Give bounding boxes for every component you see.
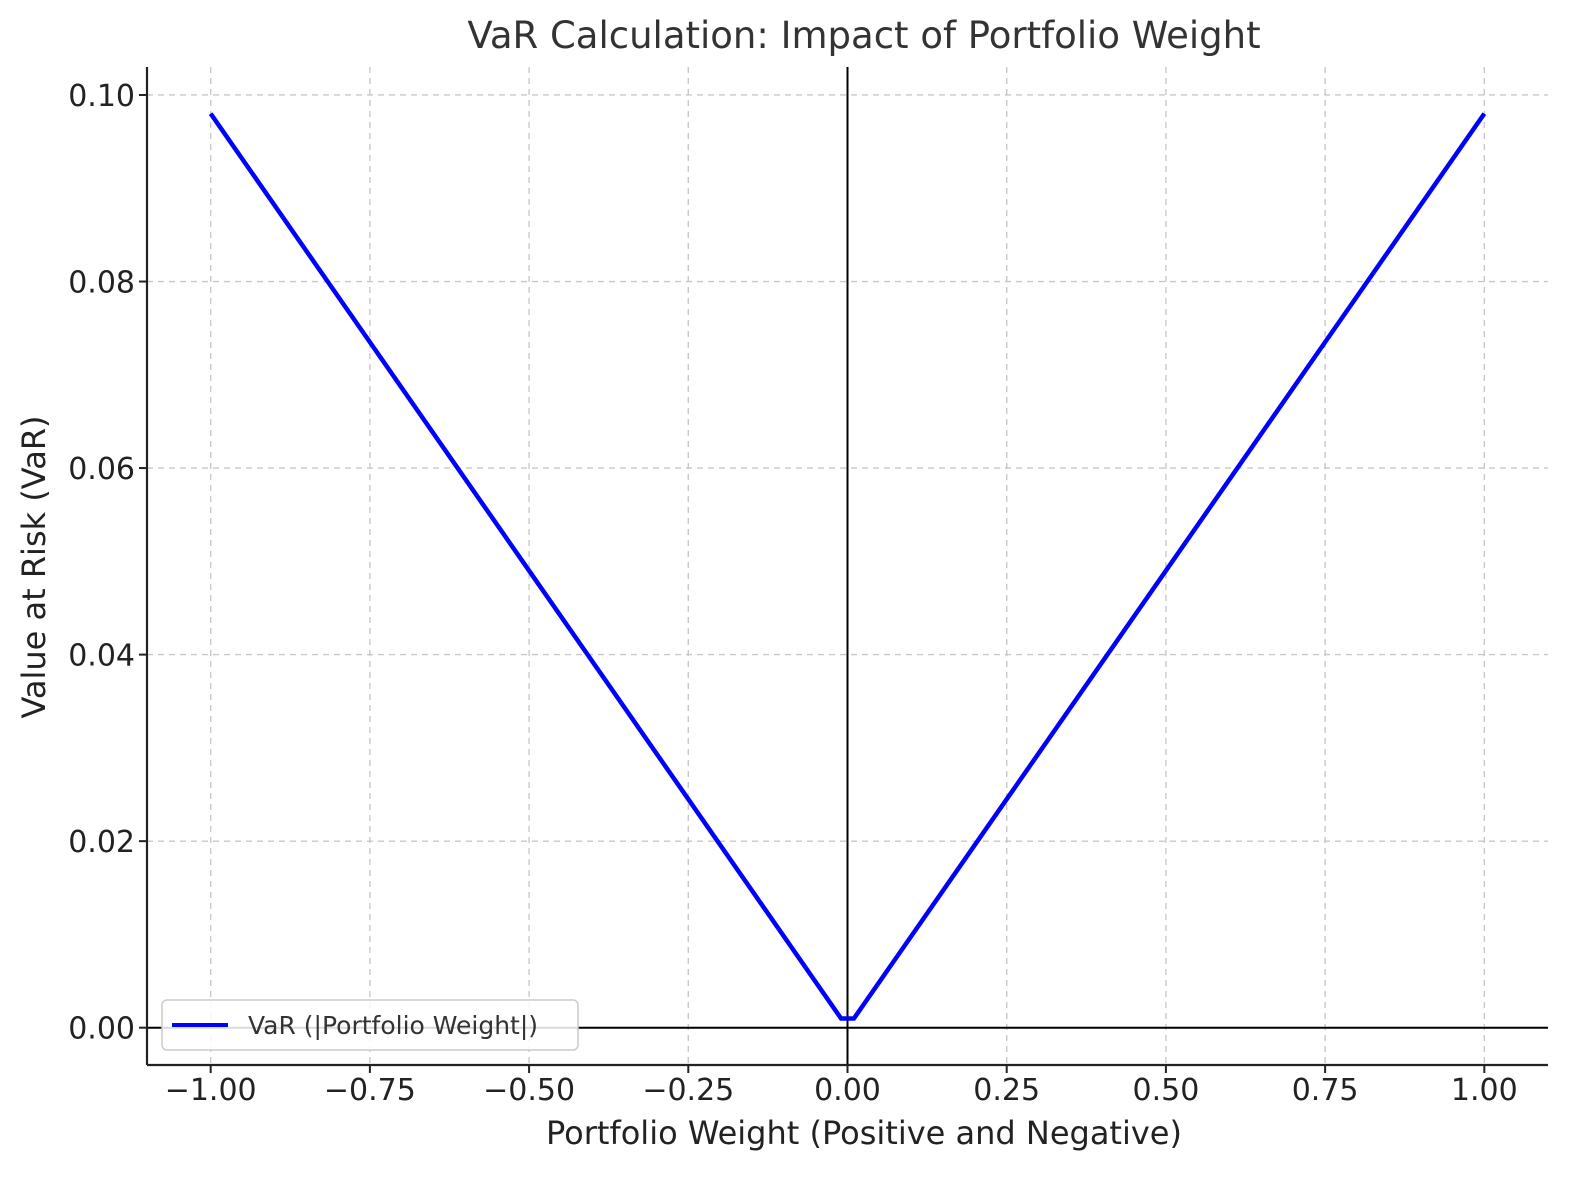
y-tick-label: 0.04	[68, 639, 135, 674]
x-tick-label: 0.75	[1292, 1073, 1359, 1108]
x-tick-label: 0.50	[1133, 1073, 1200, 1108]
x-tick-label: −1.00	[165, 1073, 257, 1108]
x-tick-label: 0.00	[814, 1073, 881, 1108]
legend-box	[161, 999, 579, 1051]
y-tick-label: 0.08	[68, 266, 135, 301]
ticks-layer: −1.00 −0.75 −0.50 −0.25 0.00 0.25 0.50 0.75 1.00…	[68, 79, 1518, 1108]
x-tick-label: −0.50	[483, 1073, 575, 1108]
x-tick-label: 0.25	[973, 1073, 1040, 1108]
y-tick-label: 0.06	[68, 452, 135, 487]
chart-title: VaR Calculation: Impact of Portfolio Wei…	[467, 14, 1260, 57]
y-tick-label: 0.02	[68, 825, 135, 860]
legend: VaR (|Portfolio Weight|)	[161, 999, 579, 1051]
y-axis-label: Value at Risk (VaR)	[15, 415, 53, 718]
x-tick-label: 1.00	[1451, 1073, 1518, 1108]
reference-lines	[147, 67, 1548, 1065]
y-tick-label: 0.00	[68, 1012, 135, 1047]
series-layer	[208, 112, 1487, 1021]
x-axis-label: Portfolio Weight (Positive and Negative)	[546, 1114, 1182, 1152]
y-tick-label: 0.10	[68, 79, 135, 114]
legend-label: VaR (|Portfolio Weight|)	[248, 1011, 538, 1040]
x-tick-label: −0.25	[642, 1073, 734, 1108]
series-line-0	[208, 112, 1487, 1021]
x-tick-label: −0.75	[324, 1073, 416, 1108]
